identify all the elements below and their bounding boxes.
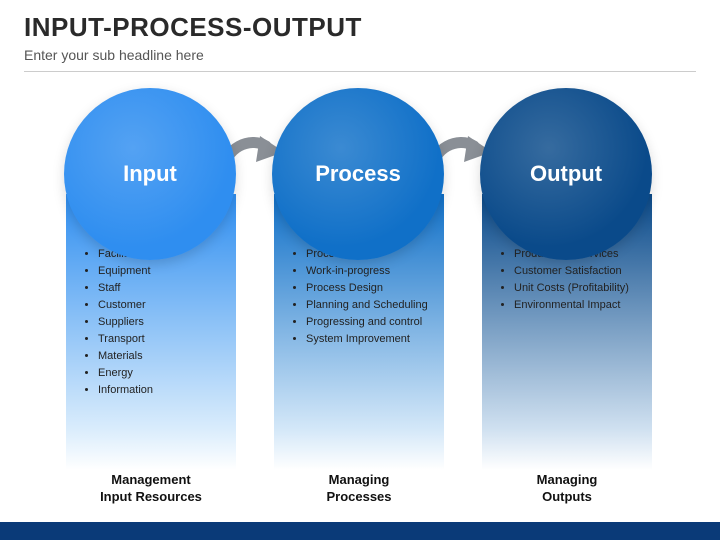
header: INPUT-PROCESS-OUTPUT Enter your sub head… (0, 0, 720, 76)
list-item: System Improvement (306, 331, 432, 348)
circle-process: Process (272, 88, 444, 260)
caption-line: Outputs (482, 489, 652, 506)
list-item: Process Design (306, 280, 432, 297)
caption-line: Input Resources (66, 489, 236, 506)
circle-label: Input (123, 161, 177, 187)
caption-input: ManagementInput Resources (66, 472, 236, 506)
caption-process: ManagingProcesses (274, 472, 444, 506)
item-list: FacilitiesEquipmentStaffCustomerSupplier… (86, 246, 224, 399)
list-item: Energy (98, 365, 224, 382)
ipo-diagram: FacilitiesEquipmentStaffCustomerSupplier… (0, 82, 720, 512)
list-item: Unit Costs (Profitability) (514, 280, 640, 297)
caption-line: Processes (274, 489, 444, 506)
item-list: Process-flowWork-in-progressProcess Desi… (294, 246, 432, 348)
list-item: Staff (98, 280, 224, 297)
list-item: Environmental Impact (514, 297, 640, 314)
list-item: Customer (98, 297, 224, 314)
list-item: Information (98, 382, 224, 399)
list-item: Work-in-progress (306, 263, 432, 280)
list-item: Customer Satisfaction (514, 263, 640, 280)
list-item: Transport (98, 331, 224, 348)
circle-input: Input (64, 88, 236, 260)
page-title: INPUT-PROCESS-OUTPUT (24, 12, 696, 43)
footer-bar (0, 522, 720, 540)
caption-output: ManagingOutputs (482, 472, 652, 506)
list-item: Equipment (98, 263, 224, 280)
page-subtitle: Enter your sub headline here (24, 47, 696, 72)
list-item: Suppliers (98, 314, 224, 331)
caption-line: Management (66, 472, 236, 489)
circle-label: Output (530, 161, 602, 187)
circle-output: Output (480, 88, 652, 260)
caption-line: Managing (274, 472, 444, 489)
list-item: Progressing and control (306, 314, 432, 331)
circle-label: Process (315, 161, 401, 187)
caption-line: Managing (482, 472, 652, 489)
list-item: Materials (98, 348, 224, 365)
list-item: Planning and Scheduling (306, 297, 432, 314)
